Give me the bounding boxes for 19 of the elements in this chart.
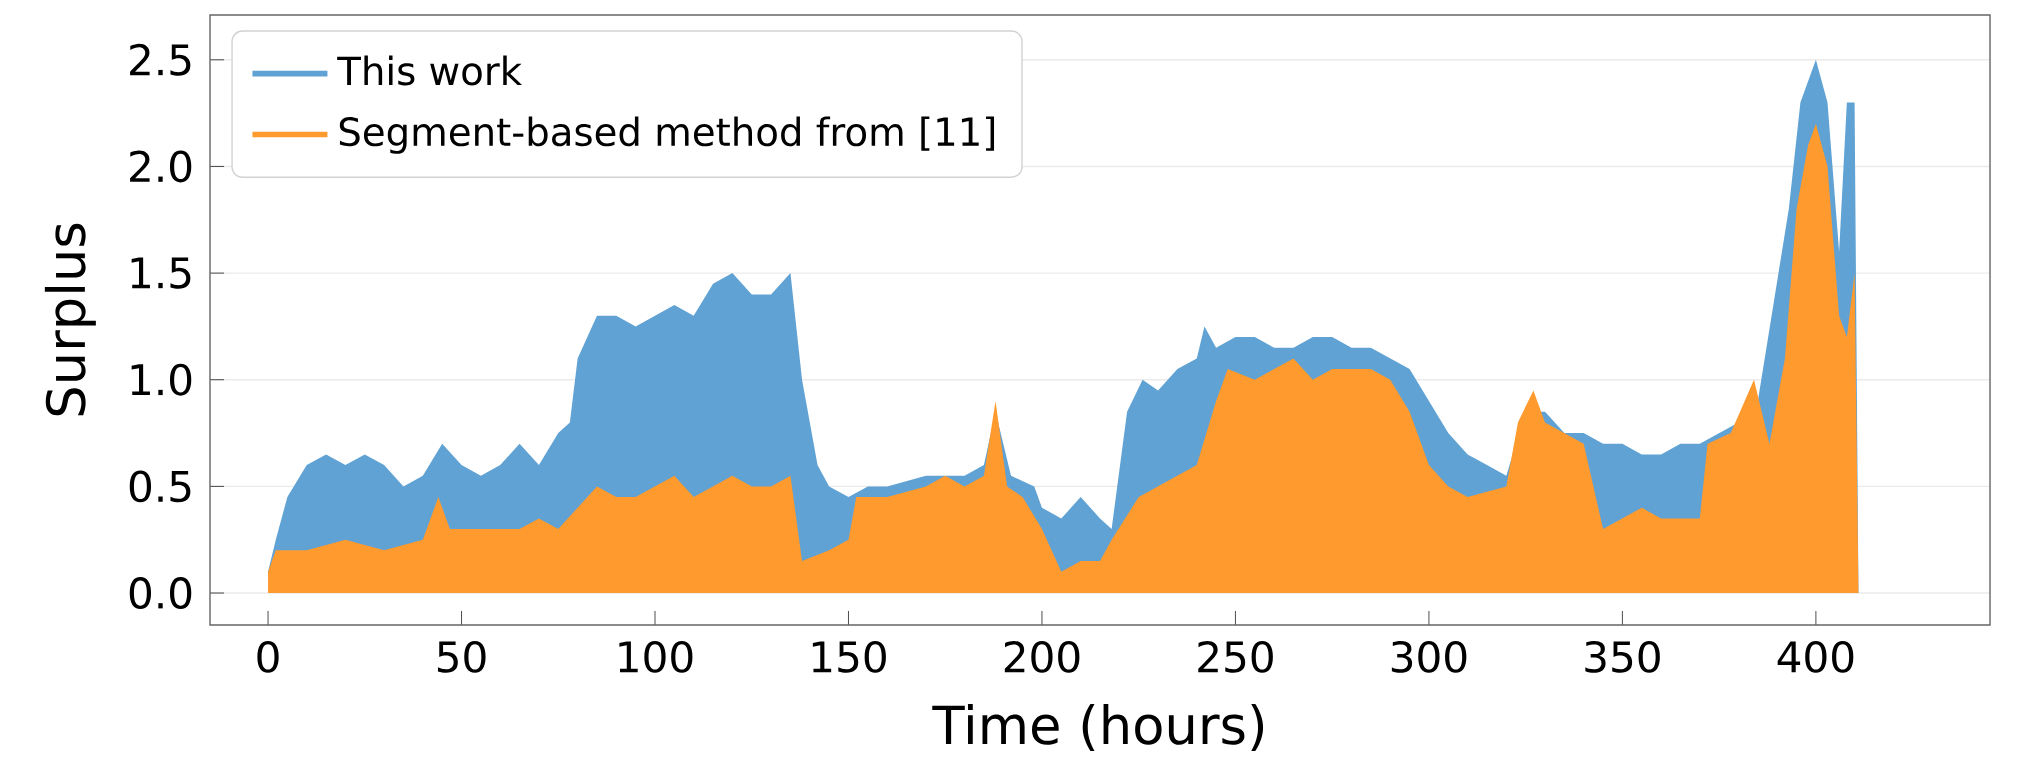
- x-axis-title: Time (hours): [932, 704, 1264, 752]
- x-tick-label: 300: [1391, 640, 1467, 673]
- y-tick-label: 0.5: [129, 470, 191, 503]
- y-tick-label: 0.0: [129, 577, 192, 609]
- y-tick-label: 2.5: [130, 43, 191, 76]
- y-tick-label: 1.0: [131, 363, 192, 396]
- x-tick-label: 250: [1198, 640, 1273, 673]
- x-tick-label: 350: [1585, 640, 1660, 673]
- x-tick-label: 50: [437, 640, 486, 673]
- x-tick-label: 100: [619, 640, 693, 673]
- y-axis-title: Surplus: [44, 223, 96, 416]
- legend-label: Segment-based method from [11]: [339, 116, 995, 154]
- legend-label: This work: [337, 55, 522, 86]
- x-tick-label: 200: [1004, 640, 1080, 673]
- y-tick-label: 1.5: [131, 257, 191, 289]
- x-tick-label: 150: [812, 640, 886, 673]
- y-tick-label: 2.0: [130, 150, 192, 183]
- x-tick-label: 400: [1777, 640, 1854, 673]
- x-tick-label: 0: [257, 640, 279, 673]
